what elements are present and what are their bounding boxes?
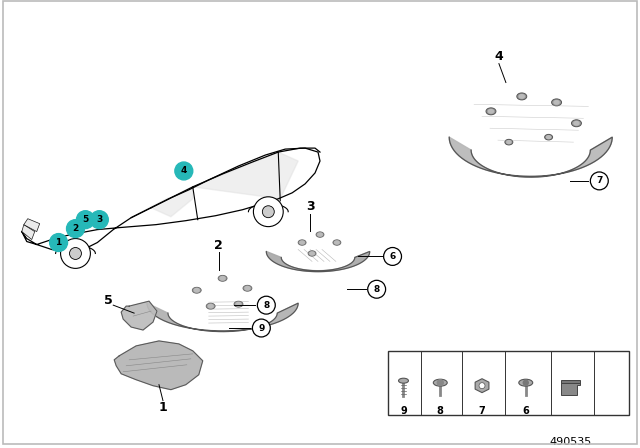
Polygon shape xyxy=(475,379,489,392)
Ellipse shape xyxy=(318,233,322,236)
Polygon shape xyxy=(147,303,298,332)
Ellipse shape xyxy=(519,379,532,386)
Polygon shape xyxy=(193,152,298,199)
Text: 8: 8 xyxy=(263,301,269,310)
Ellipse shape xyxy=(505,139,513,145)
Polygon shape xyxy=(561,380,580,383)
Text: 9: 9 xyxy=(400,405,407,416)
Ellipse shape xyxy=(195,289,199,292)
Ellipse shape xyxy=(333,240,341,245)
Ellipse shape xyxy=(310,252,314,255)
Ellipse shape xyxy=(433,379,447,386)
Circle shape xyxy=(383,247,401,265)
Text: 7: 7 xyxy=(596,177,602,185)
Text: 7: 7 xyxy=(479,405,485,416)
Ellipse shape xyxy=(488,110,493,113)
Polygon shape xyxy=(121,301,157,330)
Text: 4: 4 xyxy=(495,50,503,63)
Circle shape xyxy=(590,172,608,190)
Text: 8: 8 xyxy=(374,285,380,294)
Circle shape xyxy=(76,211,94,228)
Circle shape xyxy=(262,206,275,218)
Ellipse shape xyxy=(316,232,324,237)
Circle shape xyxy=(175,162,193,180)
Ellipse shape xyxy=(192,287,201,293)
Circle shape xyxy=(61,238,90,268)
Ellipse shape xyxy=(554,101,559,104)
Ellipse shape xyxy=(486,108,496,115)
Text: 2: 2 xyxy=(72,224,79,233)
Polygon shape xyxy=(151,187,193,217)
Ellipse shape xyxy=(547,136,550,138)
Ellipse shape xyxy=(206,303,215,309)
Text: 2: 2 xyxy=(214,239,223,252)
Ellipse shape xyxy=(545,134,552,140)
Circle shape xyxy=(524,380,528,385)
Text: 5: 5 xyxy=(83,215,88,224)
Ellipse shape xyxy=(298,240,306,245)
Polygon shape xyxy=(449,137,612,177)
Circle shape xyxy=(479,383,485,389)
Ellipse shape xyxy=(519,95,524,98)
Ellipse shape xyxy=(234,301,243,307)
Ellipse shape xyxy=(552,99,561,106)
Text: 9: 9 xyxy=(258,323,264,332)
Ellipse shape xyxy=(245,287,250,290)
Ellipse shape xyxy=(243,285,252,291)
Ellipse shape xyxy=(236,302,241,306)
Text: 3: 3 xyxy=(306,200,314,213)
Circle shape xyxy=(368,280,386,298)
Ellipse shape xyxy=(208,304,213,308)
Text: 5: 5 xyxy=(104,294,113,307)
Ellipse shape xyxy=(399,378,408,383)
Circle shape xyxy=(437,380,444,386)
Circle shape xyxy=(257,296,275,314)
Circle shape xyxy=(50,233,68,251)
Polygon shape xyxy=(561,383,580,395)
Ellipse shape xyxy=(308,251,316,256)
Circle shape xyxy=(252,319,270,337)
Ellipse shape xyxy=(517,93,527,100)
Ellipse shape xyxy=(574,121,579,125)
Text: 3: 3 xyxy=(96,215,102,224)
Ellipse shape xyxy=(335,241,339,244)
Circle shape xyxy=(90,211,108,228)
Text: 4: 4 xyxy=(180,167,187,176)
Circle shape xyxy=(67,220,84,237)
Text: 6: 6 xyxy=(522,405,529,416)
Polygon shape xyxy=(22,224,35,240)
Text: 1: 1 xyxy=(56,238,61,247)
Ellipse shape xyxy=(218,276,227,281)
Ellipse shape xyxy=(507,141,511,143)
Polygon shape xyxy=(266,251,370,271)
Ellipse shape xyxy=(572,120,581,127)
Circle shape xyxy=(253,197,284,227)
Text: 8: 8 xyxy=(437,405,444,416)
Polygon shape xyxy=(24,219,40,232)
Polygon shape xyxy=(115,341,203,390)
Text: 490535: 490535 xyxy=(549,437,591,448)
Ellipse shape xyxy=(300,241,305,244)
Polygon shape xyxy=(131,198,169,218)
Circle shape xyxy=(70,247,81,259)
Text: 6: 6 xyxy=(389,252,396,261)
Text: 1: 1 xyxy=(159,401,167,414)
Ellipse shape xyxy=(220,276,225,280)
Bar xyxy=(388,351,629,415)
